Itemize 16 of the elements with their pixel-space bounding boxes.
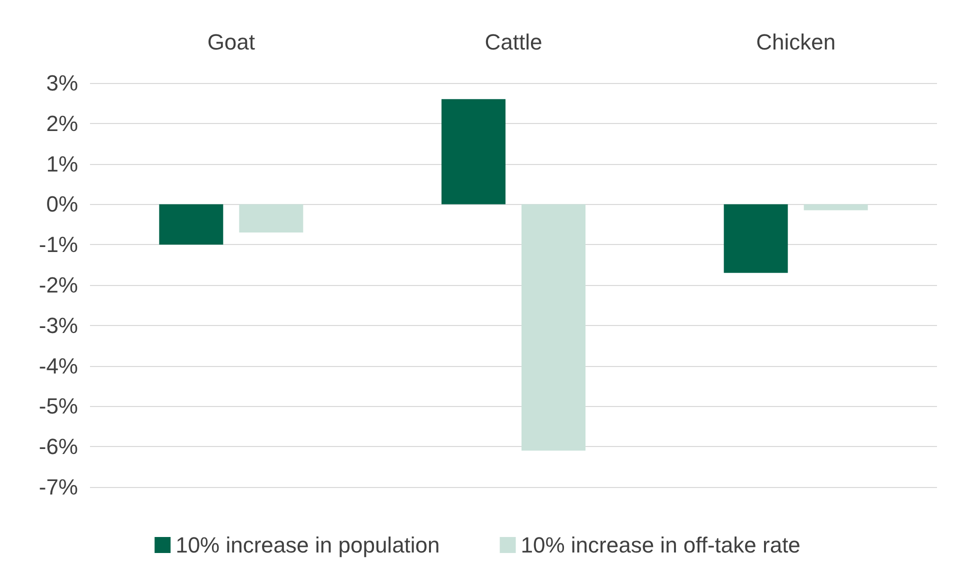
y-tick-label: 1% (46, 151, 78, 176)
y-tick-label: -6% (38, 434, 78, 460)
x-tick-label: Cattle (484, 30, 542, 54)
legend-label: 10% increase in population (176, 532, 440, 558)
y-tick-label: 2% (46, 110, 78, 136)
y-tick-label: -2% (38, 272, 78, 298)
y-tick-label: -4% (38, 353, 78, 378)
y-tick-label: 3% (46, 70, 78, 96)
y-tick-label: 0% (46, 192, 78, 217)
y-tick-label: -5% (38, 394, 78, 419)
legend-label: 10% increase in off-take rate (520, 532, 800, 558)
y-tick-label: -1% (38, 232, 78, 258)
y-tick-label: -7% (38, 474, 78, 500)
x-tick-label: Goat (207, 30, 256, 54)
y-tick-label: -3% (38, 312, 78, 338)
x-tick-label: Chicken (756, 30, 836, 54)
